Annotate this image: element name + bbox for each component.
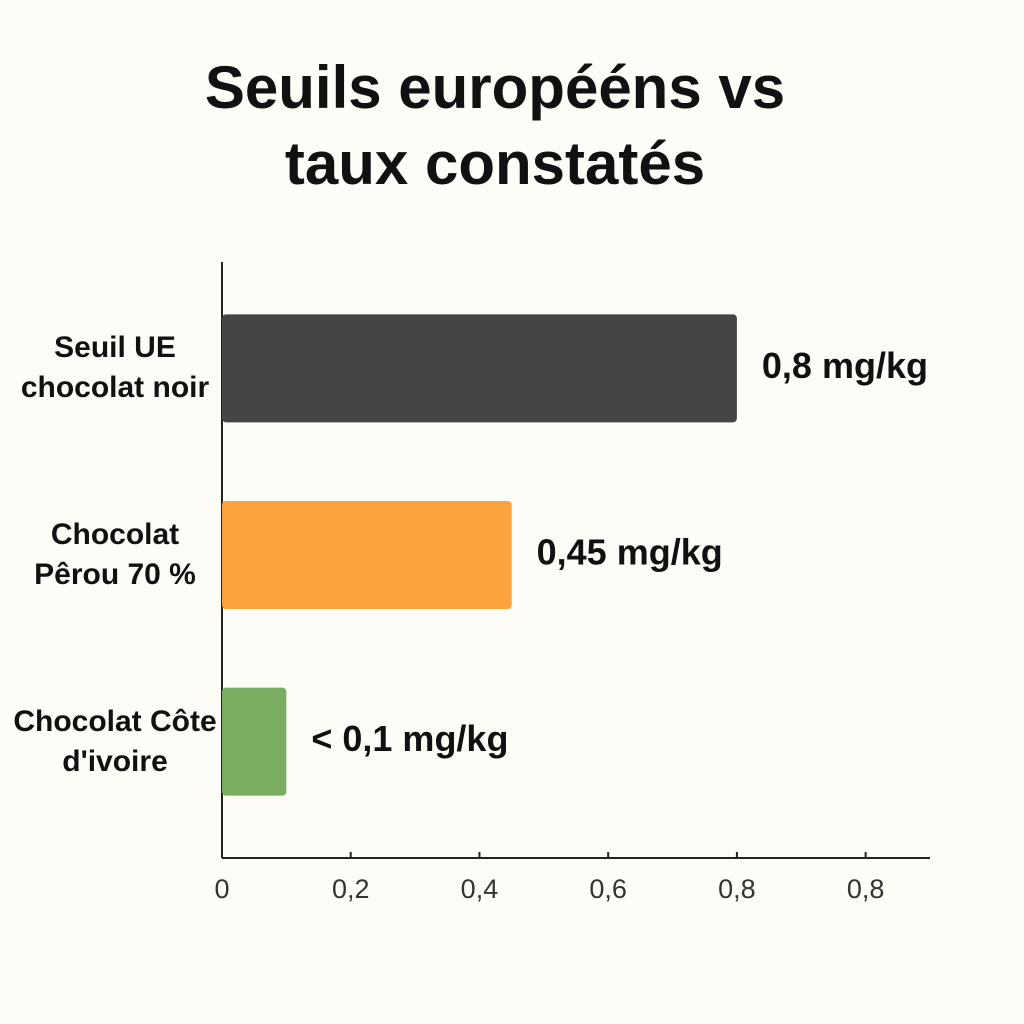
value-label: 0,8 mg/kg bbox=[762, 345, 928, 386]
y-tick-label: Chocolat Côte d'ivoire bbox=[13, 704, 217, 778]
x-tick-label: 0,8 bbox=[847, 874, 885, 904]
y-tick-label: Seuil UE chocolat noir bbox=[20, 331, 210, 405]
chart-title: Seuils europééns vs taux constatés bbox=[204, 54, 786, 197]
bar bbox=[222, 501, 512, 609]
value-label: < 0,1 mg/kg bbox=[311, 718, 508, 759]
value-label: 0,45 mg/kg bbox=[537, 532, 723, 573]
x-tick-label: 0,2 bbox=[332, 874, 370, 904]
bar bbox=[222, 687, 287, 796]
x-tick-label: 0,8 bbox=[718, 874, 756, 904]
x-tick-label: 0 bbox=[214, 874, 229, 904]
x-tick-label: 0,4 bbox=[461, 874, 499, 904]
bar bbox=[222, 314, 737, 423]
y-tick-label: Chocolat Pêrou 70 % bbox=[34, 518, 196, 591]
x-tick-label: 0,6 bbox=[589, 874, 627, 904]
